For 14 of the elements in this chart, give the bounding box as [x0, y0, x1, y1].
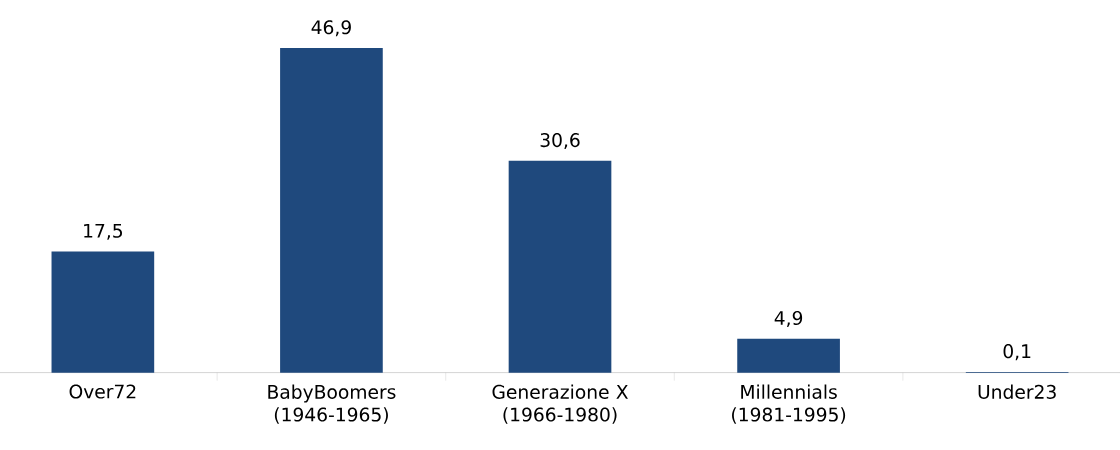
bar — [51, 251, 155, 373]
data-label: 46,9 — [311, 20, 351, 37]
data-label: 17,5 — [84, 223, 122, 240]
x-tick-label: BabyBoomers (1946-1965) — [268, 384, 396, 424]
x-tick-label: Over72 — [69, 384, 136, 399]
bar — [508, 160, 612, 373]
bar — [280, 48, 383, 373]
bar — [737, 338, 840, 373]
x-tick-label: Generazione X (1966-1980) — [492, 384, 628, 424]
x-tick-label: Under23 — [978, 384, 1056, 399]
x-tick-label: Millennials (1981-1995) — [732, 384, 846, 424]
data-label: 0,1 — [1003, 344, 1031, 361]
data-label: 30,6 — [540, 133, 580, 150]
data-label: 4,9 — [774, 310, 803, 327]
